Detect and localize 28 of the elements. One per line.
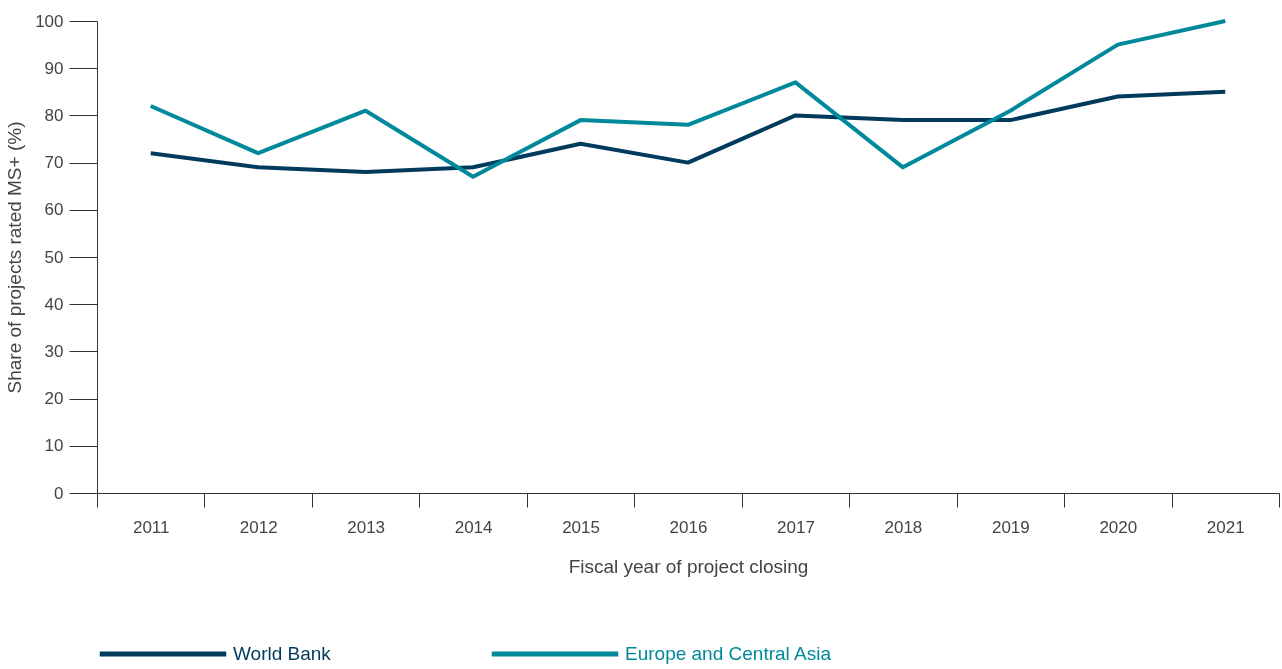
x-tick-label: 2017 (777, 517, 815, 537)
y-tick-label: 0 (54, 483, 64, 503)
y-tick-label: 60 (44, 200, 64, 220)
y-tick-label: 100 (35, 11, 64, 31)
x-axis-title: Fiscal year of project closing (568, 555, 809, 577)
y-tick-label: 10 (44, 436, 64, 456)
line-series (148, 89, 1228, 175)
x-tick-label: 2011 (132, 517, 170, 537)
text: Europe and Central Asia (625, 643, 832, 664)
x-tick-label: 2014 (454, 517, 493, 537)
x-tick-label: 2018 (884, 517, 923, 537)
y-tick-label: 30 (44, 341, 64, 361)
text: World Bank (233, 643, 332, 664)
y-tick-label: 70 (44, 153, 64, 173)
x-tick-label: 2015 (562, 517, 600, 537)
y-axis-title: Share of projects rated MS+ (%) (4, 121, 26, 394)
y-tick-label: 50 (44, 247, 64, 267)
x-tick-label: 2012 (239, 517, 278, 537)
x-tick-label: 2013 (347, 517, 386, 537)
x-tick-label: 2021 (1206, 517, 1245, 537)
y-tick-label: 90 (44, 58, 64, 78)
x-tick-label: 2019 (991, 517, 1030, 537)
y-tick-label: 20 (44, 389, 64, 409)
x-tick-label: 2020 (1099, 517, 1138, 537)
y-tick-label: 40 (44, 294, 64, 314)
line-series (148, 19, 1228, 179)
y-tick-label: 80 (44, 105, 64, 125)
x-tick-label: 2016 (669, 517, 708, 537)
